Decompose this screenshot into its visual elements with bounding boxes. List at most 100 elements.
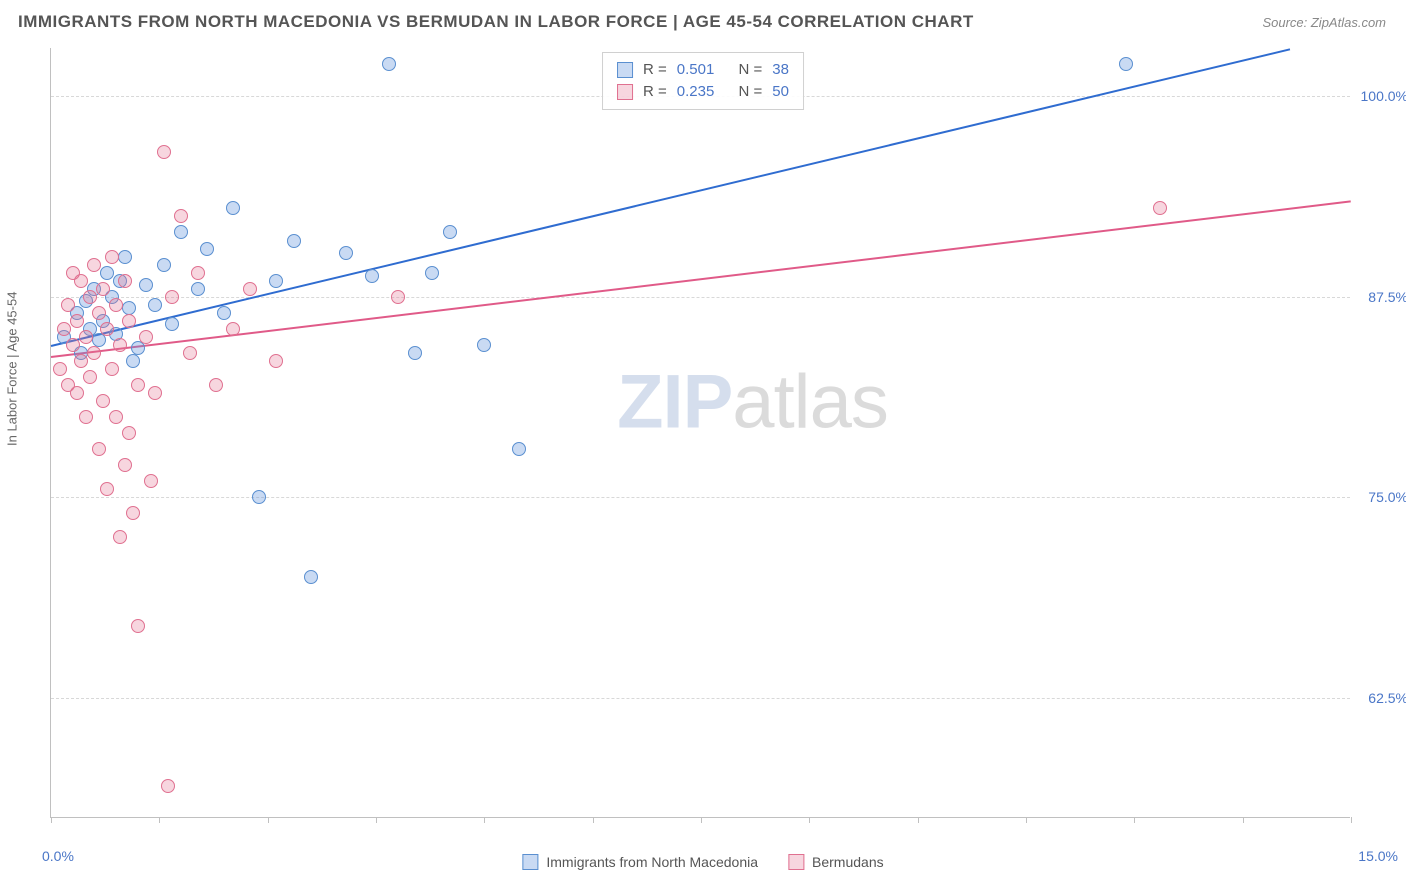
data-point-pink — [183, 346, 197, 360]
data-point-pink — [131, 619, 145, 633]
data-point-pink — [1153, 201, 1167, 215]
data-point-blue — [100, 266, 114, 280]
swatch-blue — [617, 62, 633, 78]
y-tick-label: 75.0% — [1356, 489, 1406, 505]
data-point-pink — [161, 779, 175, 793]
data-point-blue — [148, 298, 162, 312]
legend-item-series-1: Bermudans — [788, 854, 884, 870]
data-point-pink — [87, 258, 101, 272]
swatch-blue — [522, 854, 538, 870]
data-point-pink — [57, 322, 71, 336]
y-tick-label: 100.0% — [1356, 88, 1406, 104]
data-point-pink — [157, 145, 171, 159]
data-point-blue — [1119, 57, 1133, 71]
data-point-blue — [217, 306, 231, 320]
data-point-pink — [243, 282, 257, 296]
trend-line-pink — [51, 200, 1351, 358]
x-tick — [159, 817, 160, 823]
x-axis-min-label: 0.0% — [42, 848, 74, 864]
data-point-blue — [157, 258, 171, 272]
data-point-pink — [92, 442, 106, 456]
x-tick — [51, 817, 52, 823]
data-point-pink — [96, 394, 110, 408]
data-point-pink — [105, 362, 119, 376]
gridline-h — [51, 698, 1350, 699]
data-point-pink — [105, 250, 119, 264]
data-point-pink — [61, 298, 75, 312]
data-point-pink — [131, 378, 145, 392]
data-point-blue — [339, 246, 353, 260]
data-point-blue — [200, 242, 214, 256]
x-tick — [1134, 817, 1135, 823]
x-tick — [593, 817, 594, 823]
data-point-pink — [109, 410, 123, 424]
watermark-bold: ZIP — [617, 359, 732, 444]
legend-row-series-0: R = 0.501 N = 38 — [617, 59, 789, 81]
x-tick — [918, 817, 919, 823]
legend-item-series-0: Immigrants from North Macedonia — [522, 854, 758, 870]
r-value-0: 0.501 — [677, 59, 715, 81]
x-tick — [376, 817, 377, 823]
data-point-pink — [100, 322, 114, 336]
data-point-pink — [113, 338, 127, 352]
watermark-rest: atlas — [732, 359, 888, 444]
data-point-pink — [92, 306, 106, 320]
n-prefix: N = — [739, 81, 763, 103]
data-point-blue — [126, 354, 140, 368]
watermark: ZIPatlas — [617, 358, 888, 445]
data-point-pink — [83, 290, 97, 304]
data-point-pink — [174, 209, 188, 223]
data-point-pink — [391, 290, 405, 304]
data-point-pink — [139, 330, 153, 344]
data-point-pink — [87, 346, 101, 360]
swatch-pink — [788, 854, 804, 870]
data-point-pink — [118, 274, 132, 288]
r-prefix: R = — [643, 81, 667, 103]
data-point-pink — [126, 506, 140, 520]
data-point-pink — [148, 386, 162, 400]
data-point-pink — [70, 314, 84, 328]
data-point-pink — [96, 282, 110, 296]
series-legend: Immigrants from North Macedonia Bermudan… — [522, 854, 883, 870]
x-axis-max-label: 15.0% — [1358, 848, 1398, 864]
x-tick — [809, 817, 810, 823]
data-point-pink — [83, 370, 97, 384]
chart-title: IMMIGRANTS FROM NORTH MACEDONIA VS BERMU… — [18, 12, 974, 32]
data-point-pink — [53, 362, 67, 376]
data-point-blue — [425, 266, 439, 280]
data-point-pink — [113, 530, 127, 544]
data-point-pink — [70, 386, 84, 400]
legend-row-series-1: R = 0.235 N = 50 — [617, 81, 789, 103]
data-point-blue — [365, 269, 379, 283]
data-point-blue — [443, 225, 457, 239]
data-point-blue — [382, 57, 396, 71]
data-point-blue — [165, 317, 179, 331]
series-0-label: Immigrants from North Macedonia — [546, 854, 758, 870]
data-point-pink — [79, 410, 93, 424]
data-point-blue — [477, 338, 491, 352]
data-point-pink — [144, 474, 158, 488]
n-value-1: 50 — [772, 81, 789, 103]
correlation-legend: R = 0.501 N = 38 R = 0.235 N = 50 — [602, 52, 804, 110]
data-point-pink — [122, 314, 136, 328]
data-point-blue — [304, 570, 318, 584]
y-tick-label: 87.5% — [1356, 289, 1406, 305]
data-point-blue — [139, 278, 153, 292]
data-point-pink — [269, 354, 283, 368]
data-point-pink — [109, 298, 123, 312]
n-prefix: N = — [739, 59, 763, 81]
data-point-pink — [100, 482, 114, 496]
x-tick — [701, 817, 702, 823]
data-point-blue — [287, 234, 301, 248]
data-point-blue — [118, 250, 132, 264]
x-tick — [1243, 817, 1244, 823]
data-point-blue — [252, 490, 266, 504]
data-point-blue — [174, 225, 188, 239]
x-tick — [484, 817, 485, 823]
x-tick — [1026, 817, 1027, 823]
data-point-pink — [226, 322, 240, 336]
data-point-blue — [408, 346, 422, 360]
gridline-h — [51, 497, 1350, 498]
data-point-blue — [269, 274, 283, 288]
data-point-pink — [74, 274, 88, 288]
